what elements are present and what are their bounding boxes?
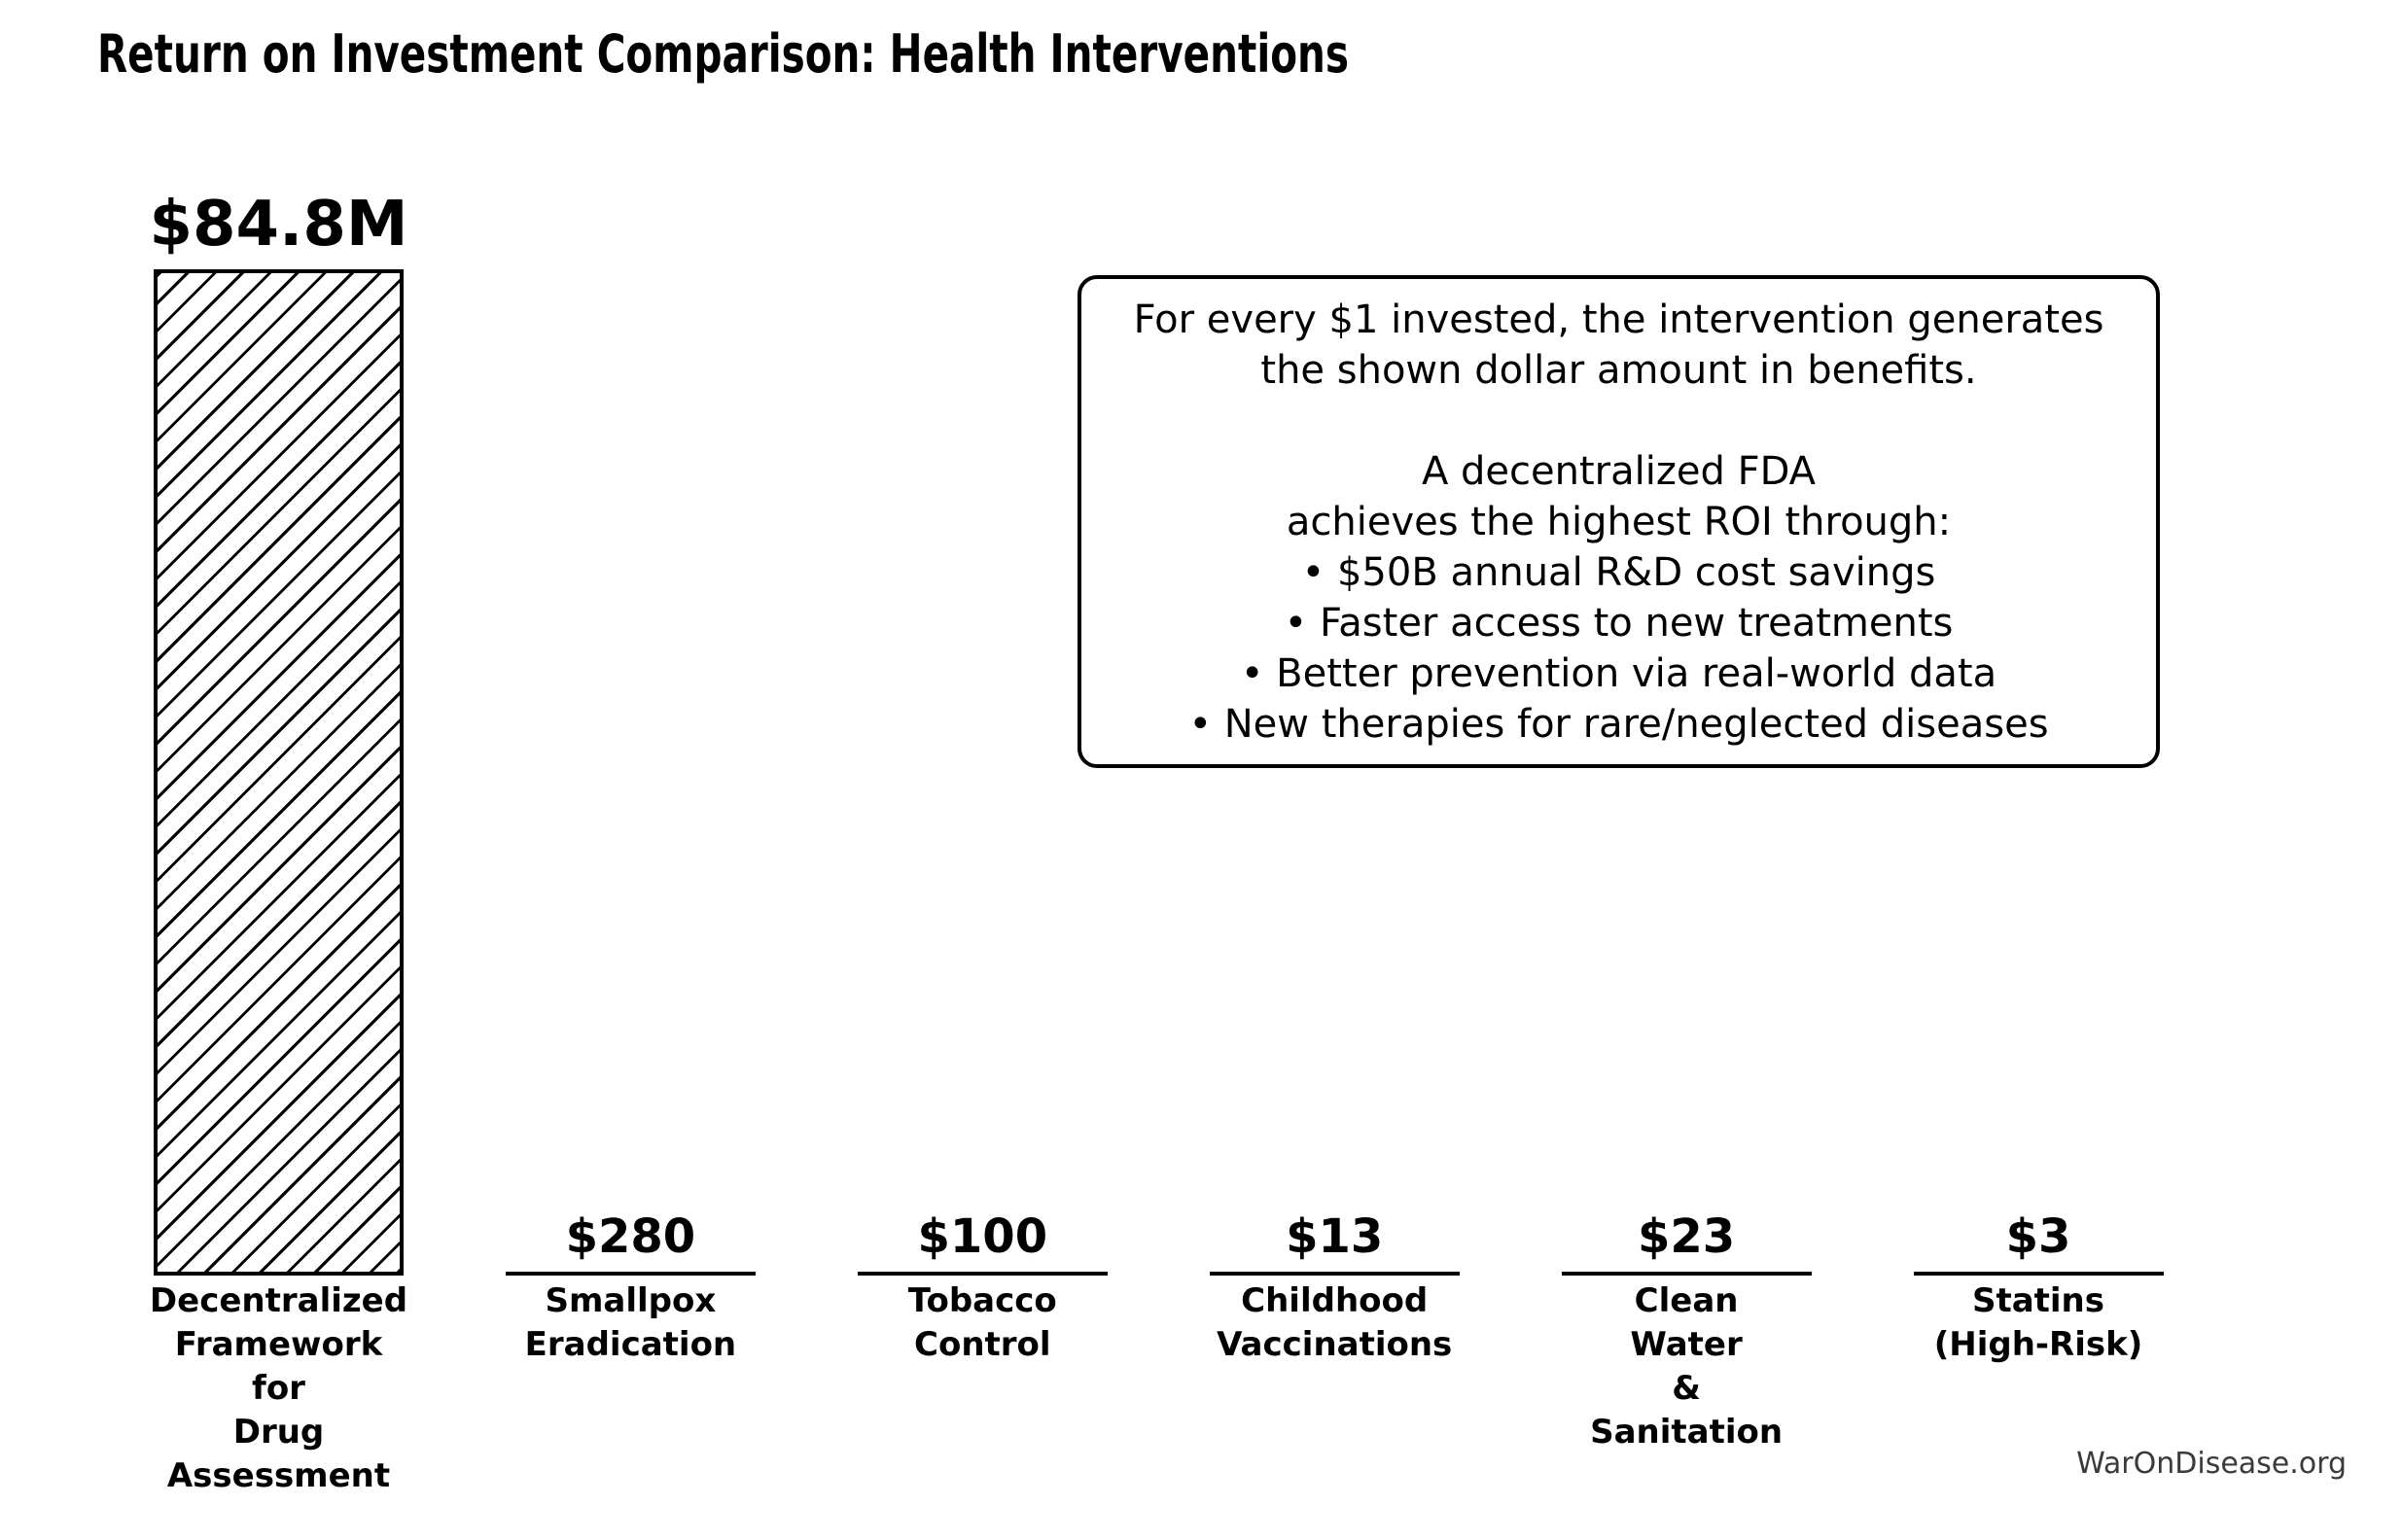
bar-decentralized-framework-for-drug-assessment [154,269,404,1276]
category-label-line: Smallpox [545,1281,717,1320]
annotation-line: • Better prevention via real-world data [1240,650,1997,696]
category-label-line: Statins [1971,1281,2105,1320]
chart-title: Return on Investment Comparison: Health … [97,23,1349,85]
annotation-box: For every $1 invested, the intervention … [1078,275,2160,768]
category-label-line: Control [914,1325,1051,1364]
bar-statins-high-risk [1913,1272,2164,1276]
bar-smallpox-eradication [505,1272,756,1276]
watermark: WarOnDisease.org [2076,1447,2347,1481]
annotation-line [1612,396,1625,446]
annotation-line: achieves the highest ROI through: [1286,499,1952,544]
category-label-line: Vaccinations [1217,1325,1453,1364]
category-label-line: & [1672,1369,1701,1408]
category-label-line: Decentralized [149,1281,408,1320]
value-label-statins-high-risk: $3 [2005,1208,2071,1264]
value-label-decentralized-framework-for-drug-assessment: $84.8M [149,189,408,262]
category-label-childhood-vaccinations: Childhood Vaccinations [1158,1279,1510,1367]
annotation-line: • Faster access to new treatments [1284,600,1954,646]
category-label-tobacco-control: Tobacco Control [806,1279,1158,1367]
category-label-line: Sanitation [1590,1413,1784,1452]
bar-clean-water-sanitation [1561,1272,1812,1276]
bar-childhood-vaccinations [1209,1272,1460,1276]
category-label-line: Drug [232,1413,325,1452]
category-label-line: Eradication [524,1325,737,1364]
annotation-line: the shown dollar amount in benefits. [1260,347,1977,393]
annotation-line: For every $1 invested, the intervention … [1133,297,2104,342]
category-label-line: (High-Risk) [1933,1325,2143,1364]
category-label-line: Framework [174,1325,383,1364]
annotation-line: A decentralized FDA [1421,448,1817,494]
category-label-line: for [252,1369,305,1408]
category-label-clean-water-sanitation: Clean Water & Sanitation [1510,1279,1862,1454]
annotation-line: • $50B annual R&D cost savings [1301,549,1936,595]
category-label-decentralized-framework-for-drug-assessment: Decentralized Framework for Drug Assessment [103,1279,455,1498]
category-label-line: Childhood [1241,1281,1429,1320]
value-label-tobacco-control: $100 [917,1208,1048,1264]
annotation-line: • New therapies for rare/neglected disea… [1188,701,2049,747]
category-label-line: Assessment [166,1456,391,1495]
value-label-smallpox-eradication: $280 [565,1208,696,1264]
category-label-line: Tobacco [907,1281,1057,1320]
value-label-clean-water-sanitation: $23 [1637,1208,1736,1264]
bar-tobacco-control [857,1272,1108,1276]
category-label-line: Water [1630,1325,1743,1364]
value-label-childhood-vaccinations: $13 [1286,1208,1384,1264]
category-label-statins-high-risk: Statins (High-Risk) [1862,1279,2214,1367]
category-label-line: Clean [1634,1281,1739,1320]
category-label-smallpox-eradication: Smallpox Eradication [454,1279,806,1367]
